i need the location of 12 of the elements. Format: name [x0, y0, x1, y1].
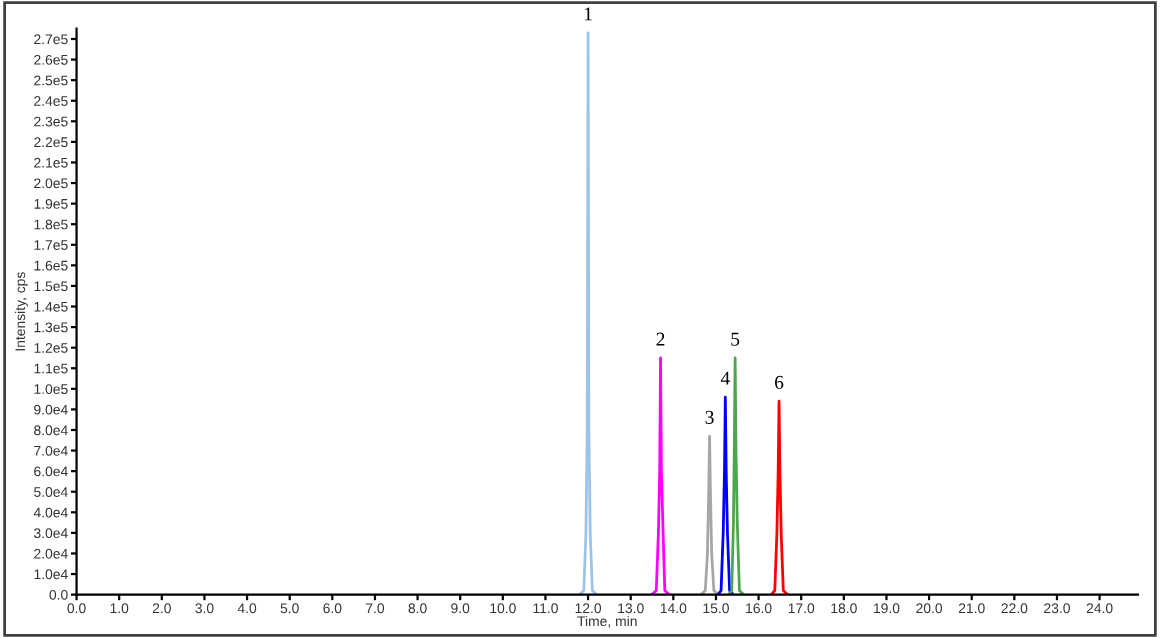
annotation: 5 — [731, 332, 740, 346]
line-series — [769, 399, 789, 595]
line-series — [727, 356, 746, 595]
line-series — [578, 31, 598, 595]
line-series — [716, 395, 735, 595]
annotation: 1 — [584, 7, 592, 21]
line-series — [650, 356, 671, 595]
line-series — [699, 434, 720, 595]
annotation: 2 — [656, 332, 665, 346]
annotation: 4 — [720, 371, 730, 385]
annotation: 3 — [705, 410, 714, 424]
annotation: 6 — [775, 375, 784, 389]
